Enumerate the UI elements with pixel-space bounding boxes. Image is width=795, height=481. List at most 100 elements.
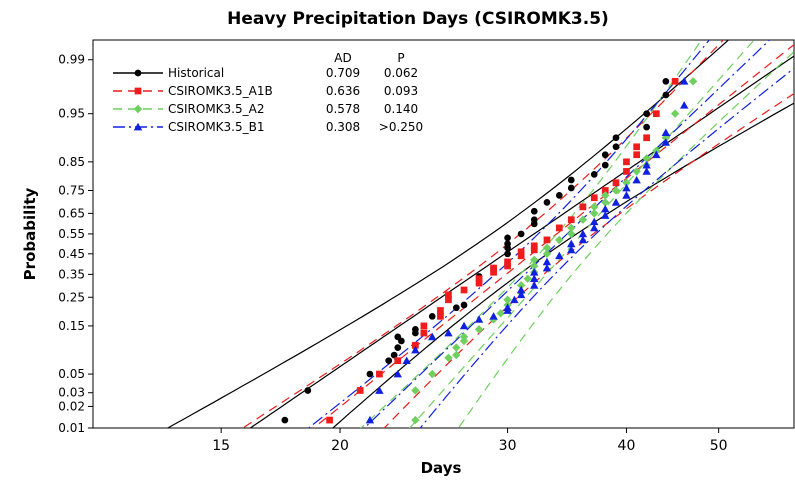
legend-header-ad: AD [334, 51, 351, 65]
y-tick-label: 0.55 [58, 227, 85, 241]
data-point [517, 230, 525, 238]
data-point [652, 110, 660, 118]
y-tick-label: 0.99 [58, 53, 85, 67]
data-point [504, 250, 511, 258]
data-point [530, 261, 539, 271]
data-point [490, 268, 497, 276]
data-point [510, 295, 519, 304]
legend-series-name: Historical [168, 66, 224, 80]
data-point [504, 234, 511, 242]
y-axis: 0.01 0.020.03 0.05 0.15 0.25 0.35 0.45 0.55 0.65… [58, 53, 93, 435]
legend-ad-value: 0.636 [326, 84, 360, 98]
data-point [567, 184, 575, 192]
data-point [543, 236, 551, 244]
data-point [503, 295, 512, 304]
legend-header-p: P [397, 51, 404, 65]
legend-p-value: 0.140 [384, 102, 418, 116]
legend-series-name: CSIROMK3.5_A1B [168, 84, 273, 98]
data-point [326, 416, 333, 424]
data-point [642, 154, 651, 163]
legend-p-value: >0.250 [379, 120, 423, 134]
data-point [688, 77, 698, 86]
data-point [437, 312, 444, 320]
data-point [632, 167, 641, 176]
fit-line [249, 55, 794, 428]
data-points [281, 77, 698, 425]
data-point [530, 281, 539, 289]
data-point [542, 243, 552, 253]
data-point [633, 143, 641, 151]
y-tick-label: 0.02 [58, 399, 85, 413]
data-point [420, 329, 428, 337]
data-point [394, 357, 402, 365]
data-point [517, 252, 525, 260]
data-point [567, 216, 575, 224]
data-point [612, 143, 620, 151]
data-point [428, 332, 437, 341]
data-point [680, 77, 689, 85]
data-point [661, 138, 671, 146]
data-point [530, 242, 538, 250]
data-point [643, 134, 650, 142]
data-point [304, 387, 312, 394]
data-point [578, 229, 588, 238]
data-point [567, 223, 576, 233]
data-point [590, 217, 599, 226]
data-point [623, 158, 630, 166]
data-point [567, 229, 576, 239]
data-point [411, 386, 420, 395]
data-point [622, 183, 631, 192]
legend-marker [134, 87, 142, 95]
data-point [475, 275, 483, 283]
data-point [390, 351, 398, 359]
data-point [365, 415, 375, 424]
x-tick-label: 40 [618, 438, 636, 454]
data-point [590, 202, 599, 212]
data-point [623, 168, 630, 175]
legend-ad-value: 0.709 [326, 66, 360, 80]
data-point [496, 309, 505, 318]
legend-p-value: 0.062 [384, 66, 418, 80]
legend-marker [134, 69, 142, 77]
legend-marker [133, 122, 143, 131]
confidence-band-lower [360, 40, 703, 428]
data-point [530, 216, 538, 224]
data-point [555, 192, 563, 199]
data-point [412, 341, 419, 349]
data-point [459, 332, 469, 342]
data-point [517, 248, 525, 256]
data-point [420, 322, 428, 330]
data-point [281, 416, 289, 424]
data-point [633, 151, 641, 159]
fit-line [312, 43, 794, 428]
y-tick-label: 0.45 [58, 247, 85, 261]
data-point [445, 291, 452, 299]
data-point [612, 134, 620, 142]
y-tick-label: 0.75 [58, 183, 85, 197]
data-point [460, 286, 468, 294]
data-point [375, 386, 384, 394]
data-point [394, 344, 402, 351]
data-point [579, 203, 587, 211]
data-point [428, 369, 437, 379]
data-point [555, 235, 564, 245]
y-tick-label: 0.95 [58, 107, 85, 121]
chart-title: Heavy Precipitation Days (CSIROMK3.5) [227, 9, 609, 29]
data-point [530, 255, 539, 265]
data-point [460, 301, 468, 309]
data-point [542, 263, 552, 272]
data-point [590, 223, 599, 232]
data-point [567, 239, 576, 248]
confidence-band-upper [419, 67, 794, 428]
data-point [445, 296, 452, 304]
data-point [612, 179, 620, 187]
data-point [601, 198, 610, 207]
confidence-band-upper [457, 50, 794, 428]
data-point [489, 312, 498, 320]
data-point [394, 333, 402, 341]
data-point [523, 274, 532, 283]
data-point [437, 307, 444, 314]
data-point [474, 325, 484, 334]
data-point [530, 274, 539, 283]
data-point [601, 187, 609, 194]
